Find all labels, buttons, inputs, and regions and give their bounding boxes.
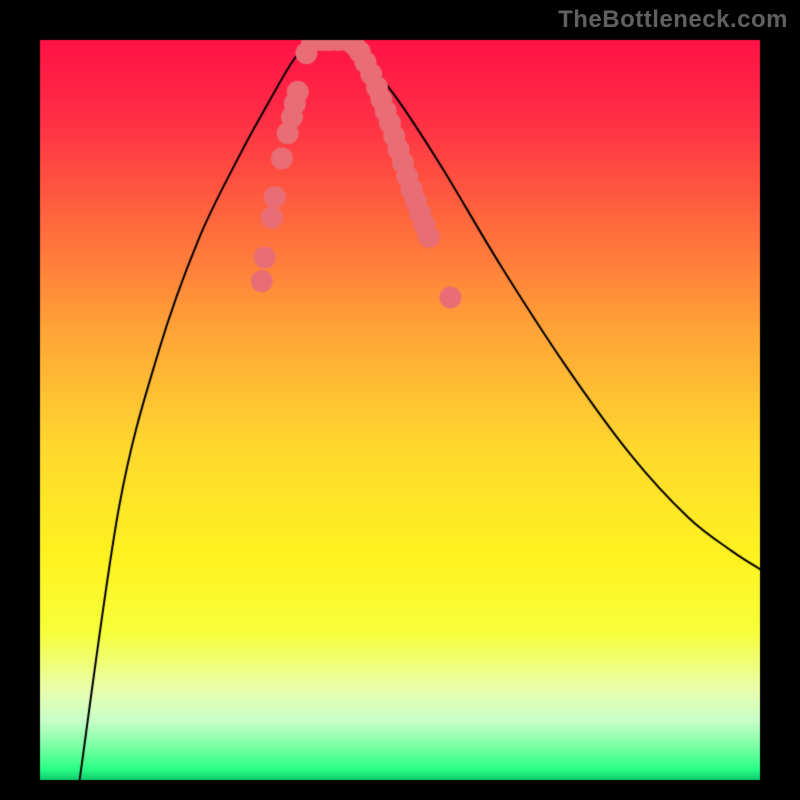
bottleneck-chart-canvas bbox=[0, 0, 800, 800]
chart-stage: TheBottleneck.com bbox=[0, 0, 800, 800]
watermark-text: TheBottleneck.com bbox=[558, 6, 788, 34]
